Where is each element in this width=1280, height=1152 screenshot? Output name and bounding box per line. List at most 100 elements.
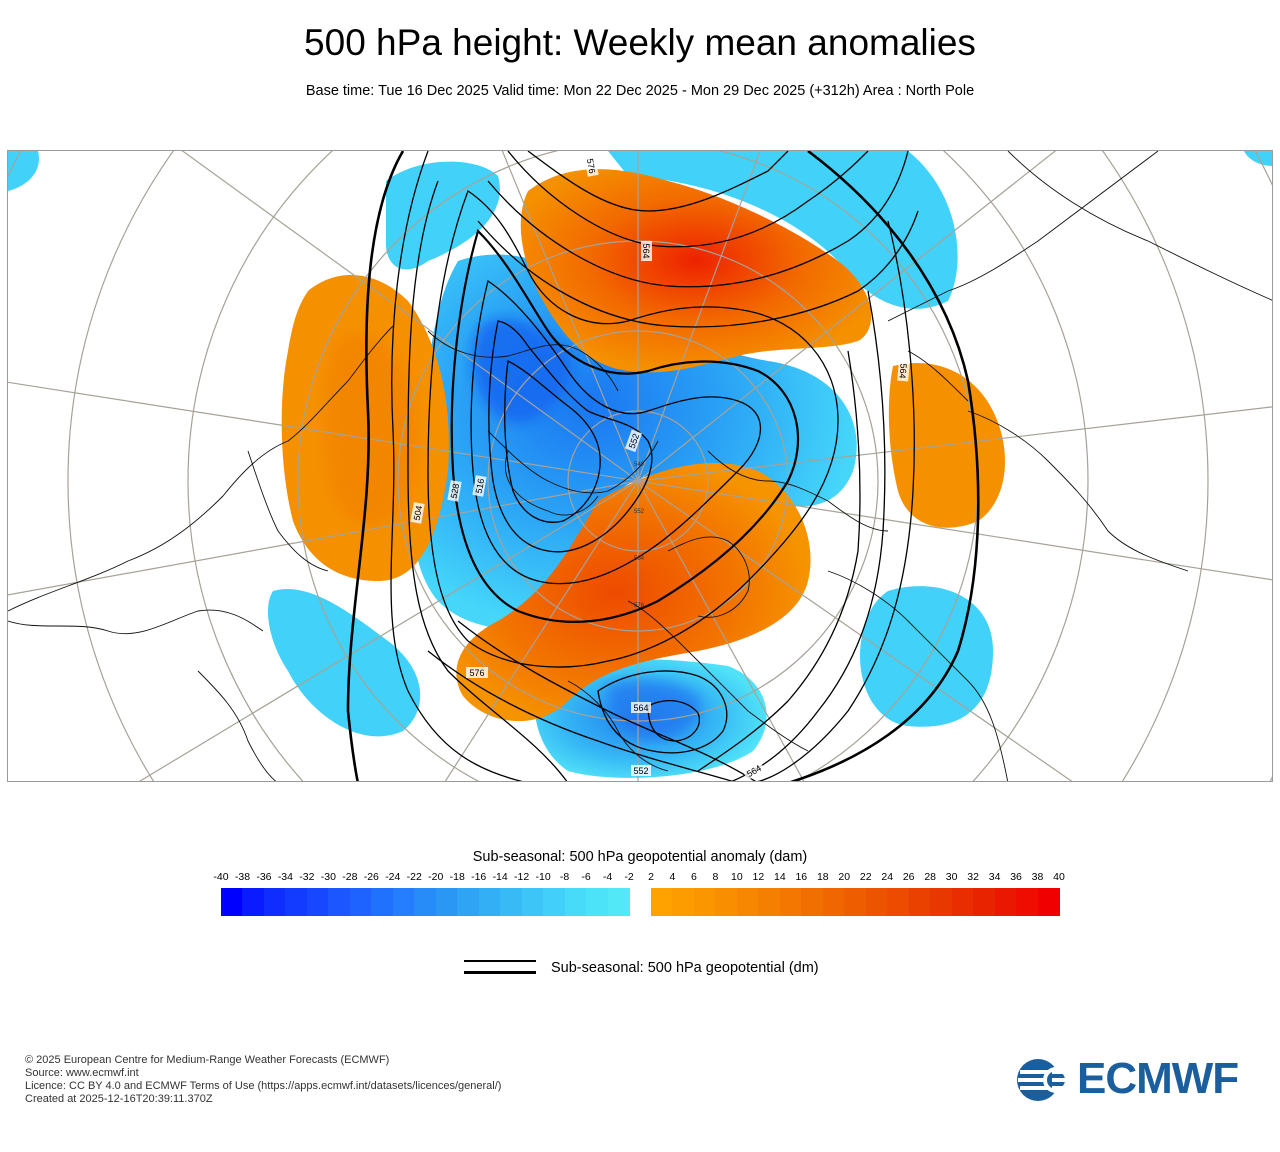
colorbar-title: Sub-seasonal: 500 hPa geopotential anoma… <box>472 849 808 865</box>
colorbar-tick-label: -16 <box>471 871 487 883</box>
colorbar-swatch <box>457 888 480 916</box>
colorbar-swatch <box>478 888 501 916</box>
ecmwf-logo-icon <box>1017 1059 1074 1101</box>
created-text: Created at 2025-12-16T20:39:11.370Z <box>25 1093 213 1105</box>
contour-label: 552 <box>627 432 642 450</box>
coastlines <box>8 151 1272 781</box>
colorbar-tick-label: 4 <box>669 871 676 883</box>
colorbar-swatch <box>693 888 716 916</box>
colorbar-tick-label: 24 <box>881 871 894 883</box>
colorbar-tick-label: 30 <box>945 871 958 883</box>
colorbar-tick-label: -32 <box>299 871 315 883</box>
polar-map: 576 564 564 528 516 504 552 576 564 552 … <box>7 150 1273 782</box>
colorbar-swatch <box>564 888 587 916</box>
colorbar-swatch <box>607 888 630 916</box>
ecmwf-logo-text: ECMWF <box>1077 1054 1239 1103</box>
colorbar-tick-label: 22 <box>859 871 872 883</box>
colorbar-swatch <box>306 888 329 916</box>
colorbar-tick-label: 28 <box>924 871 936 883</box>
colorbar-tick-label: -30 <box>320 871 336 883</box>
colorbar-tick-label: 8 <box>712 871 719 883</box>
colorbar-swatch <box>651 888 674 916</box>
contour-label: 576 <box>469 668 484 678</box>
colorbar-swatch <box>221 888 244 916</box>
colorbar-tick-label: -40 <box>213 871 229 883</box>
colorbar-swatch <box>951 888 974 916</box>
contour-label: 576 <box>585 158 597 175</box>
colorbar-swatch <box>994 888 1017 916</box>
colorbar-swatch <box>1016 888 1039 916</box>
colorbar-swatch <box>349 888 372 916</box>
colorbar-tick-label: 12 <box>752 871 765 883</box>
colorbar-swatch <box>543 888 566 916</box>
colorbar-tick-label: 40 <box>1053 871 1065 883</box>
colorbar-swatch <box>908 888 931 916</box>
colorbar-tick-label: 2 <box>648 871 654 883</box>
colorbar-swatch <box>586 888 609 916</box>
colorbar-tick-label: 10 <box>731 871 743 883</box>
colorbar-swatch <box>887 888 910 916</box>
contour-label: 504 <box>412 505 424 522</box>
colorbar-tick-label: -28 <box>342 871 358 883</box>
colorbar-swatch <box>500 888 523 916</box>
colorbar-tick-label: 6 <box>691 871 697 883</box>
colorbar-swatch <box>371 888 394 916</box>
contour-label: 564 <box>641 243 651 258</box>
colorbar-tick-label: -8 <box>559 871 570 883</box>
colorbar-positive <box>651 888 1060 916</box>
colorbar-tick-label: -14 <box>492 871 508 883</box>
colorbar-swatch <box>521 888 544 916</box>
colorbar-tick-label: -26 <box>363 871 379 883</box>
latitude-label: 564 <box>634 556 645 562</box>
contour-label: 552 <box>633 766 648 776</box>
colorbar-tick-label: -20 <box>428 871 444 883</box>
colorbar-tick-label: 16 <box>795 871 808 883</box>
colorbar-tick-label: -2 <box>624 871 634 883</box>
colorbar-tick-label: -6 <box>581 871 591 883</box>
map-svg: 576 564 564 528 516 504 552 576 564 552 … <box>8 151 1272 781</box>
colorbar-tick-label: 32 <box>967 871 979 883</box>
colorbar-swatch <box>392 888 415 916</box>
colorbar-swatch <box>1037 888 1060 916</box>
colorbar-tick-label: 20 <box>838 871 851 883</box>
ecmwf-logo: ECMWF <box>1016 1054 1258 1104</box>
colorbar-swatch <box>779 888 802 916</box>
chart-title: 500 hPa height: Weekly mean anomalies <box>304 22 976 63</box>
colorbar-swatch <box>263 888 286 916</box>
colorbar-tick-label: -18 <box>449 871 465 883</box>
source-text: Source: www.ecmwf.int <box>25 1067 139 1079</box>
colorbar-swatch <box>435 888 458 916</box>
colorbar-tick-label: -34 <box>277 871 293 883</box>
contour-label: 528 <box>449 483 461 500</box>
colorbar-tick-label: -24 <box>385 871 401 883</box>
anomaly-shading <box>8 151 1272 778</box>
copyright-text: © 2025 European Centre for Medium-Range … <box>25 1054 390 1066</box>
colorbar-swatch <box>285 888 308 916</box>
colorbar-swatch <box>844 888 867 916</box>
colorbar-swatch <box>414 888 437 916</box>
contour-label: 564 <box>897 363 908 379</box>
footer: © 2025 European Centre for Medium-Range … <box>25 1054 501 1106</box>
contour-label: 516 <box>474 478 486 495</box>
colorbar-swatch <box>672 888 695 916</box>
colorbar-tick-label: 18 <box>816 871 829 883</box>
colorbar-swatch <box>973 888 996 916</box>
colorbar-swatch <box>930 888 953 916</box>
chart-subtitle: Base time: Tue 16 Dec 2025 Valid time: M… <box>305 83 975 99</box>
colorbar-tick-label: -12 <box>514 871 530 883</box>
colorbar-tick-label: 26 <box>902 871 915 883</box>
colorbar-tick-label: -10 <box>535 871 551 883</box>
colorbar-negative <box>221 888 630 916</box>
contour-labels: 576 564 564 528 516 504 552 576 564 552 … <box>410 155 910 781</box>
latitude-label: 540 <box>634 462 645 468</box>
contour-legend: Sub-seasonal: 500 hPa geopotential (dm) <box>464 958 864 980</box>
contour-line-sample <box>464 958 536 974</box>
colorbar-swatch <box>242 888 265 916</box>
colorbar-tick-label: -36 <box>256 871 272 883</box>
colorbar-tick-label: -38 <box>234 871 251 883</box>
colorbar-tick-label: -4 <box>602 871 613 883</box>
colorbar-tick-label: 34 <box>988 871 1001 883</box>
colorbar-swatch <box>758 888 781 916</box>
colorbar-swatch <box>822 888 845 916</box>
latitude-label: 576 <box>634 603 645 609</box>
